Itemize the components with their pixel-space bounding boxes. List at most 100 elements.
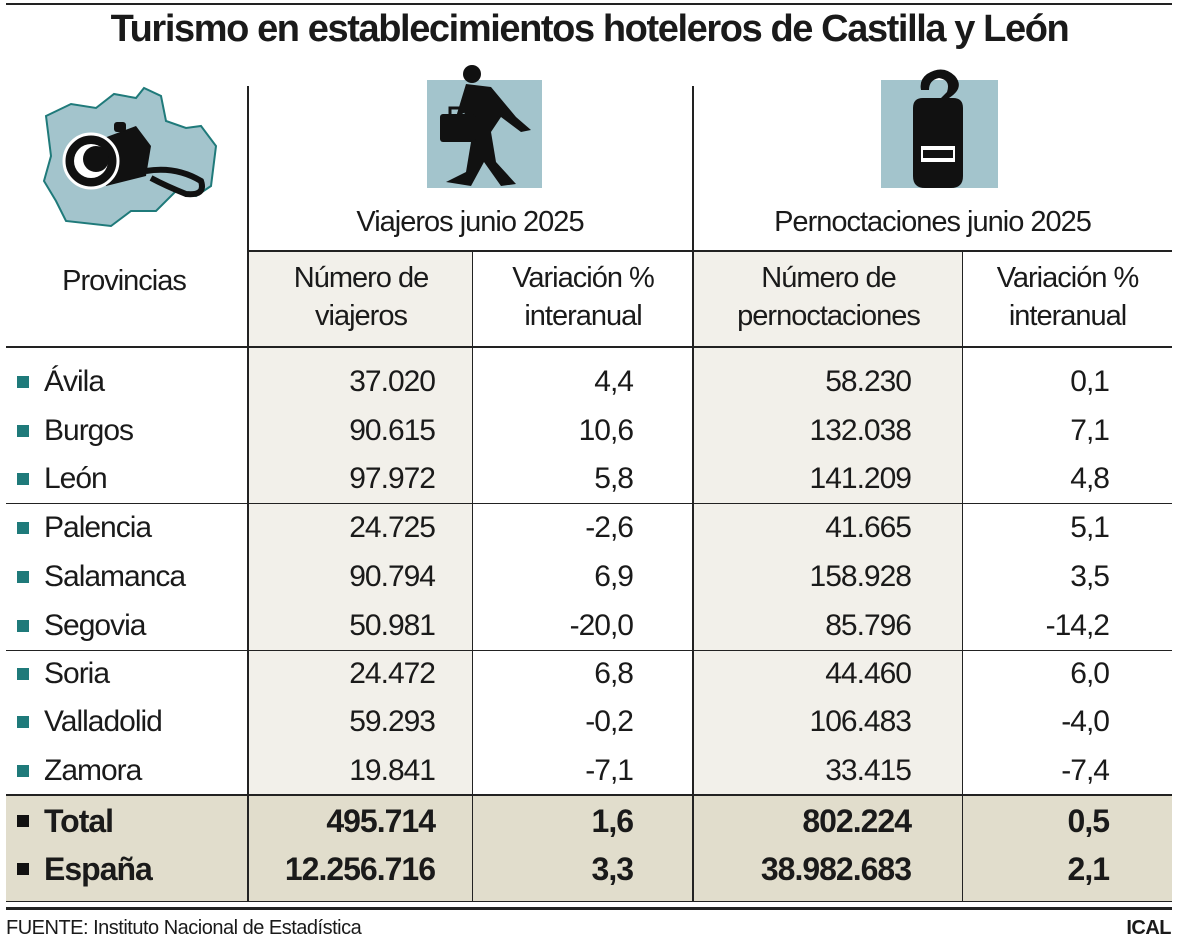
header-line: pernoctaciones (737, 300, 921, 332)
header-pernoctaciones-group: Pernoctaciones junio 2025 (774, 206, 1092, 238)
pernoctaciones-cell: 58.230 (825, 365, 912, 398)
bullet-icon (17, 716, 29, 728)
viajeros-cell: 12.256.716 (284, 851, 436, 887)
table-row: Zamora 19.841 -7,1 33.415 -7,4 (0, 747, 1179, 795)
province-name: León (44, 462, 108, 495)
table-row: León 97.972 5,8 141.209 4,8 (0, 455, 1179, 503)
province-name: Palencia (44, 511, 152, 544)
province-name: España (44, 851, 153, 887)
viajeros-cell: 37.020 (349, 365, 436, 398)
bullet-icon (17, 571, 29, 583)
total-row: Total 495.714 1,6 802.224 0,5 (0, 797, 1179, 845)
divider (247, 86, 249, 902)
page-title: Turismo en establecimientos hoteleros de… (110, 8, 1070, 50)
var-pernoctaciones-cell: -7,4 (1061, 754, 1110, 787)
header-line: Número de (761, 262, 896, 294)
bullet-icon (17, 620, 29, 632)
bullet-icon (17, 668, 29, 680)
castilla-y-leon-map-camera-icon (42, 86, 218, 228)
divider (6, 503, 1172, 504)
viajeros-cell: 50.981 (349, 609, 436, 642)
total-row: España 12.256.716 3,3 38.982.683 2,1 (0, 845, 1179, 893)
var-viajeros-cell: 1,6 (591, 803, 634, 839)
header-line: Variación % (512, 262, 655, 294)
pernoctaciones-cell: 33.415 (825, 754, 912, 787)
var-viajeros-cell: 10,6 (578, 414, 634, 447)
header-line: Variación % (996, 262, 1140, 294)
header-numero-pernoctaciones: Número de pernoctaciones (694, 259, 963, 335)
province-name: Soria (44, 657, 110, 690)
viajeros-cell: 19.841 (349, 754, 436, 787)
var-pernoctaciones-cell: 0,5 (1067, 803, 1110, 839)
var-pernoctaciones-cell: 0,1 (1070, 365, 1110, 398)
bullet-icon (17, 425, 29, 437)
var-pernoctaciones-cell: -14,2 (1045, 609, 1110, 642)
pernoctaciones-cell: 85.796 (825, 609, 912, 642)
source-note: FUENTE: Instituto Nacional de Estadístic… (6, 917, 362, 939)
walking-traveler-icon (440, 65, 531, 186)
var-pernoctaciones-cell: 4,8 (1070, 462, 1110, 495)
var-pernoctaciones-cell: 5,1 (1070, 511, 1110, 544)
divider (6, 901, 1172, 902)
table-row: Soria 24.472 6,8 44.460 6,0 (0, 650, 1179, 698)
pernoctaciones-cell: 802.224 (802, 803, 912, 839)
header-numero-viajeros: Número de viajeros (249, 259, 473, 335)
bullet-icon (17, 765, 29, 777)
pernoctaciones-cell: 158.928 (809, 560, 912, 593)
province-name: Segovia (44, 609, 146, 642)
var-pernoctaciones-cell: 3,5 (1070, 560, 1110, 593)
province-name: Total (44, 803, 114, 839)
header-variacion-pernoctaciones: Variación % interanual (963, 259, 1172, 335)
table-row: Ávila 37.020 4,4 58.230 0,1 (0, 358, 1179, 406)
var-pernoctaciones-cell: 2,1 (1067, 851, 1110, 887)
header-line: interanual (1008, 300, 1127, 332)
viajeros-column-shade (249, 251, 473, 795)
bullet-icon (17, 815, 29, 827)
credit: ICAL (1126, 917, 1171, 939)
table-row: Valladolid 59.293 -0,2 106.483 -4,0 (0, 698, 1179, 746)
var-pernoctaciones-cell: 7,1 (1070, 414, 1110, 447)
header-variacion-viajeros: Variación % interanual (473, 259, 693, 335)
province-name: Zamora (44, 754, 142, 787)
var-viajeros-cell: 4,4 (594, 365, 634, 398)
viajeros-cell: 97.972 (349, 462, 436, 495)
top-rule (6, 3, 1172, 5)
viajeros-cell: 90.615 (349, 414, 436, 447)
var-viajeros-cell: -7,1 (585, 754, 634, 787)
viajeros-cell: 24.725 (349, 511, 436, 544)
table-row: Burgos 90.615 10,6 132.038 7,1 (0, 407, 1179, 455)
province-name: Ávila (44, 365, 105, 398)
viajeros-cell: 59.293 (349, 705, 436, 738)
divider (6, 794, 1172, 796)
totals-background (6, 795, 1172, 902)
province-name: Valladolid (44, 705, 163, 738)
var-viajeros-cell: -0,2 (585, 705, 634, 738)
header-line: Número de (293, 262, 429, 294)
var-pernoctaciones-cell: -4,0 (1061, 705, 1110, 738)
var-viajeros-cell: 6,8 (594, 657, 634, 690)
table-row: Segovia 50.981 -20,0 85.796 -14,2 (0, 602, 1179, 650)
viajeros-cell: 90.794 (349, 560, 436, 593)
viajeros-cell: 24.472 (349, 657, 436, 690)
divider (962, 250, 963, 902)
bullet-icon (17, 522, 29, 534)
var-viajeros-cell: 5,8 (594, 462, 634, 495)
var-pernoctaciones-cell: 6,0 (1070, 657, 1110, 690)
bullet-icon (17, 376, 29, 388)
pernoctaciones-cell: 141.209 (809, 462, 912, 495)
table-row: Salamanca 90.794 6,9 158.928 3,5 (0, 553, 1179, 601)
header-viajeros-group: Viajeros junio 2025 (356, 206, 584, 238)
divider (692, 86, 694, 902)
header-line: interanual (524, 300, 642, 332)
pernoctaciones-cell: 44.460 (825, 657, 912, 690)
viajeros-cell: 495.714 (326, 803, 436, 839)
table-row: Palencia 24.725 -2,6 41.665 5,1 (0, 504, 1179, 552)
header-line: viajeros (315, 300, 408, 332)
divider (6, 650, 1172, 651)
pernoctaciones-cell: 38.982.683 (760, 851, 912, 887)
pernoctaciones-cell: 41.665 (825, 511, 912, 544)
province-name: Burgos (44, 414, 134, 447)
door-hanger-bed-icon (913, 69, 963, 188)
pernoctaciones-cell: 132.038 (809, 414, 912, 447)
